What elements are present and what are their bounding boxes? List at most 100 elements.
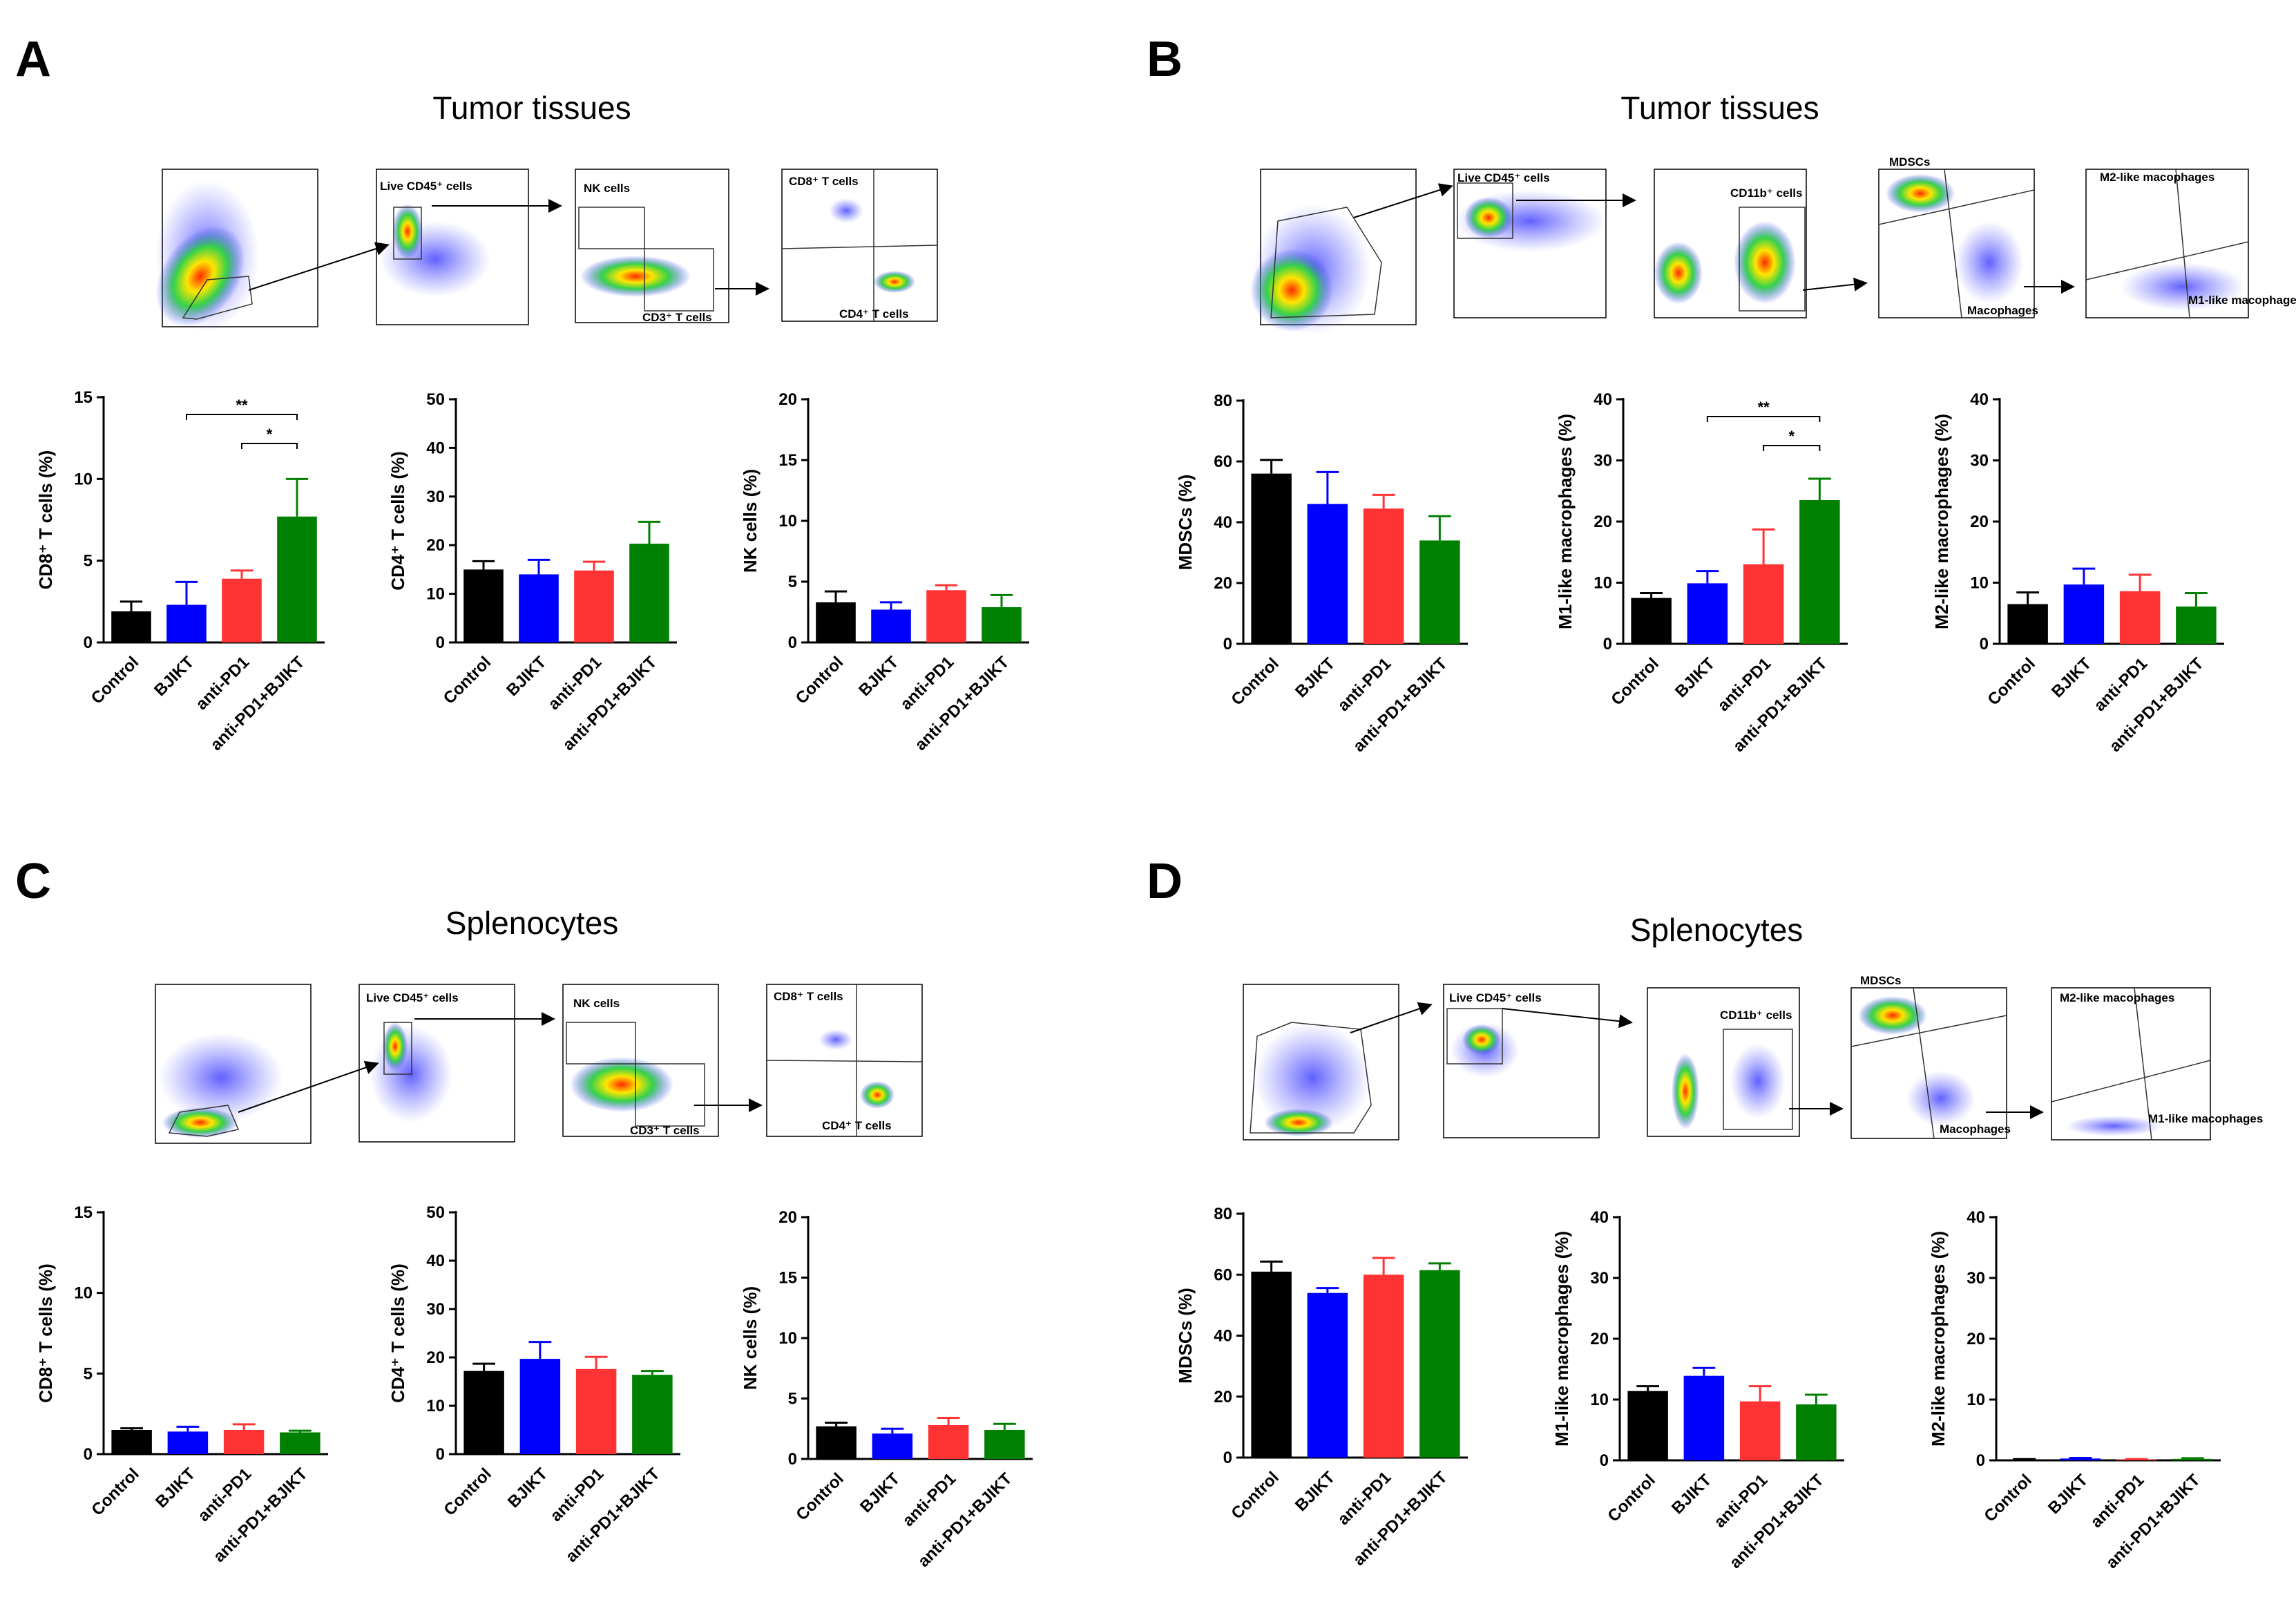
y-tick-label: 40 (1967, 1208, 1985, 1227)
gating-arrow (238, 1060, 379, 1113)
y-tick-label: 40 (1590, 1208, 1609, 1227)
bar (1739, 1401, 1781, 1460)
gating-row-a: Live CD45⁺ cells NK cells CD3⁺ T cells C… (155, 169, 938, 332)
y-tick-label: 0 (1223, 635, 1232, 653)
gate-label: M2-like macophages (2100, 171, 2214, 184)
y-tick-label: 20 (1590, 1330, 1609, 1348)
y-tick-label: 20 (426, 536, 445, 555)
bar (872, 1433, 913, 1459)
bar (574, 570, 614, 642)
gate-label: Macophages (1940, 1123, 2011, 1136)
significance-label: * (1788, 428, 1795, 445)
x-category-label: anti-PD1+BJIKT (1350, 1468, 1451, 1569)
panel-letter-d: D (1147, 854, 1183, 909)
y-axis-label: CD8⁺ T cells (%) (35, 1263, 56, 1403)
bar-chart: 0 10 20 30 40 M2-like macrophages (%) Control B… (1928, 1208, 2221, 1572)
x-category-label: BJIKT (1668, 1471, 1715, 1518)
y-tick-label: 20 (1594, 513, 1612, 531)
gate-label: M1-like macophages (2188, 294, 2296, 307)
panel-title-a: Tumor tissues (432, 90, 631, 126)
gate-label: CD8⁺ T cells (774, 990, 843, 1003)
x-category-label: anti-PD1+BJIKT (562, 1464, 664, 1566)
y-axis-label: MDSCs (%) (1175, 475, 1196, 571)
gate-label: CD8⁺ T cells (789, 175, 859, 188)
bar (2119, 591, 2161, 644)
y-tick-label: 15 (778, 1269, 797, 1288)
y-tick-label: 20 (1214, 1388, 1232, 1406)
x-category-label: BJIKT (1292, 654, 1339, 701)
y-axis-label: CD4⁺ T cells (%) (388, 1263, 408, 1403)
y-tick-label: 50 (426, 1203, 445, 1222)
gate-label: M1-like macophages (2148, 1112, 2263, 1125)
bar-chart: 0 10 20 30 40 M2-like macrophages (%) Control B… (1931, 390, 2224, 756)
y-tick-label: 10 (778, 1329, 797, 1348)
y-axis-label: M1-like macrophages (%) (1551, 1231, 1572, 1447)
bar (871, 609, 911, 642)
gating-row-c: Live CD45⁺ cells NK cells CD3⁺ T cells C… (155, 984, 923, 1144)
y-tick-label: 60 (1214, 1266, 1232, 1284)
x-category-label: Control (440, 1464, 495, 1519)
y-tick-label: 15 (74, 1203, 93, 1222)
flow-plot: CD11b⁺ cells (1654, 169, 1807, 318)
y-tick-label: 20 (1967, 1330, 1985, 1348)
y-axis-label: CD8⁺ T cells (%) (35, 450, 56, 590)
x-category-label: BJIKT (2045, 1471, 2092, 1518)
x-category-label: anti-PD1+BJIKT (1726, 1471, 1828, 1572)
bar (1307, 504, 1348, 644)
x-category-label: Control (1980, 1471, 2035, 1525)
y-tick-label: 40 (426, 1252, 445, 1270)
x-category-label: Control (1227, 654, 1282, 709)
flow-plot (1243, 984, 1399, 1140)
y-tick-label: 20 (778, 390, 797, 409)
y-tick-label: 40 (1214, 1327, 1232, 1346)
y-tick-label: 20 (1214, 574, 1232, 593)
flow-plot: Live CD45⁺ cells (1443, 984, 1600, 1138)
x-category-label: anti-PD1+BJIKT (559, 653, 660, 754)
bar (2172, 1458, 2213, 1460)
gate-label: M2-like macophages (2060, 991, 2174, 1004)
y-tick-label: 40 (1970, 390, 1989, 409)
bar (2007, 604, 2048, 644)
gate-label: MDSCs (1889, 155, 1931, 169)
bar (2060, 1458, 2101, 1460)
flow-plot: Live CD45⁺ cells (358, 984, 515, 1143)
x-category-label: Control (1604, 1471, 1658, 1525)
significance-label: * (267, 426, 273, 443)
bar (928, 1425, 969, 1459)
x-category-label: Control (792, 1469, 847, 1524)
x-category-label: BJIKT (1292, 1468, 1339, 1515)
flow-plot: NK cells CD3⁺ T cells (575, 169, 729, 324)
y-tick-label: 5 (788, 573, 797, 591)
y-tick-label: 0 (436, 1445, 445, 1464)
y-tick-label: 20 (778, 1208, 797, 1227)
x-category-label: anti-PD1+BJIKT (2106, 654, 2208, 756)
x-category-label: anti-PD1+BJIKT (1730, 654, 1831, 756)
bar (111, 611, 151, 642)
bar (1363, 1275, 1404, 1458)
x-category-label: BJIKT (504, 1464, 551, 1511)
bar (2176, 607, 2217, 644)
bar (632, 1375, 673, 1454)
gate-label: Live CD45⁺ cells (1457, 171, 1550, 184)
y-tick-label: 5 (788, 1390, 797, 1409)
y-tick-label: 10 (1967, 1391, 1985, 1409)
panel-letter-a: A (15, 32, 51, 87)
gate-label: NK cells (584, 182, 630, 195)
x-category-label: Control (1607, 654, 1662, 709)
significance-bracket (241, 443, 298, 449)
y-tick-label: 15 (74, 388, 93, 407)
bar (223, 1430, 265, 1454)
x-category-label: BJIKT (855, 653, 902, 700)
x-category-label: Control (1227, 1468, 1282, 1523)
y-tick-label: 50 (426, 390, 445, 409)
y-axis-label: MDSCs (%) (1175, 1288, 1196, 1384)
bar (1251, 1271, 1292, 1458)
bar (1799, 500, 1840, 644)
x-category-label: anti-PD1+BJIKT (2103, 1471, 2204, 1572)
bar (1796, 1404, 1837, 1460)
panel-title-b: Tumor tissues (1620, 90, 1819, 126)
significance-bracket (1706, 416, 1821, 422)
y-tick-label: 40 (426, 439, 445, 457)
